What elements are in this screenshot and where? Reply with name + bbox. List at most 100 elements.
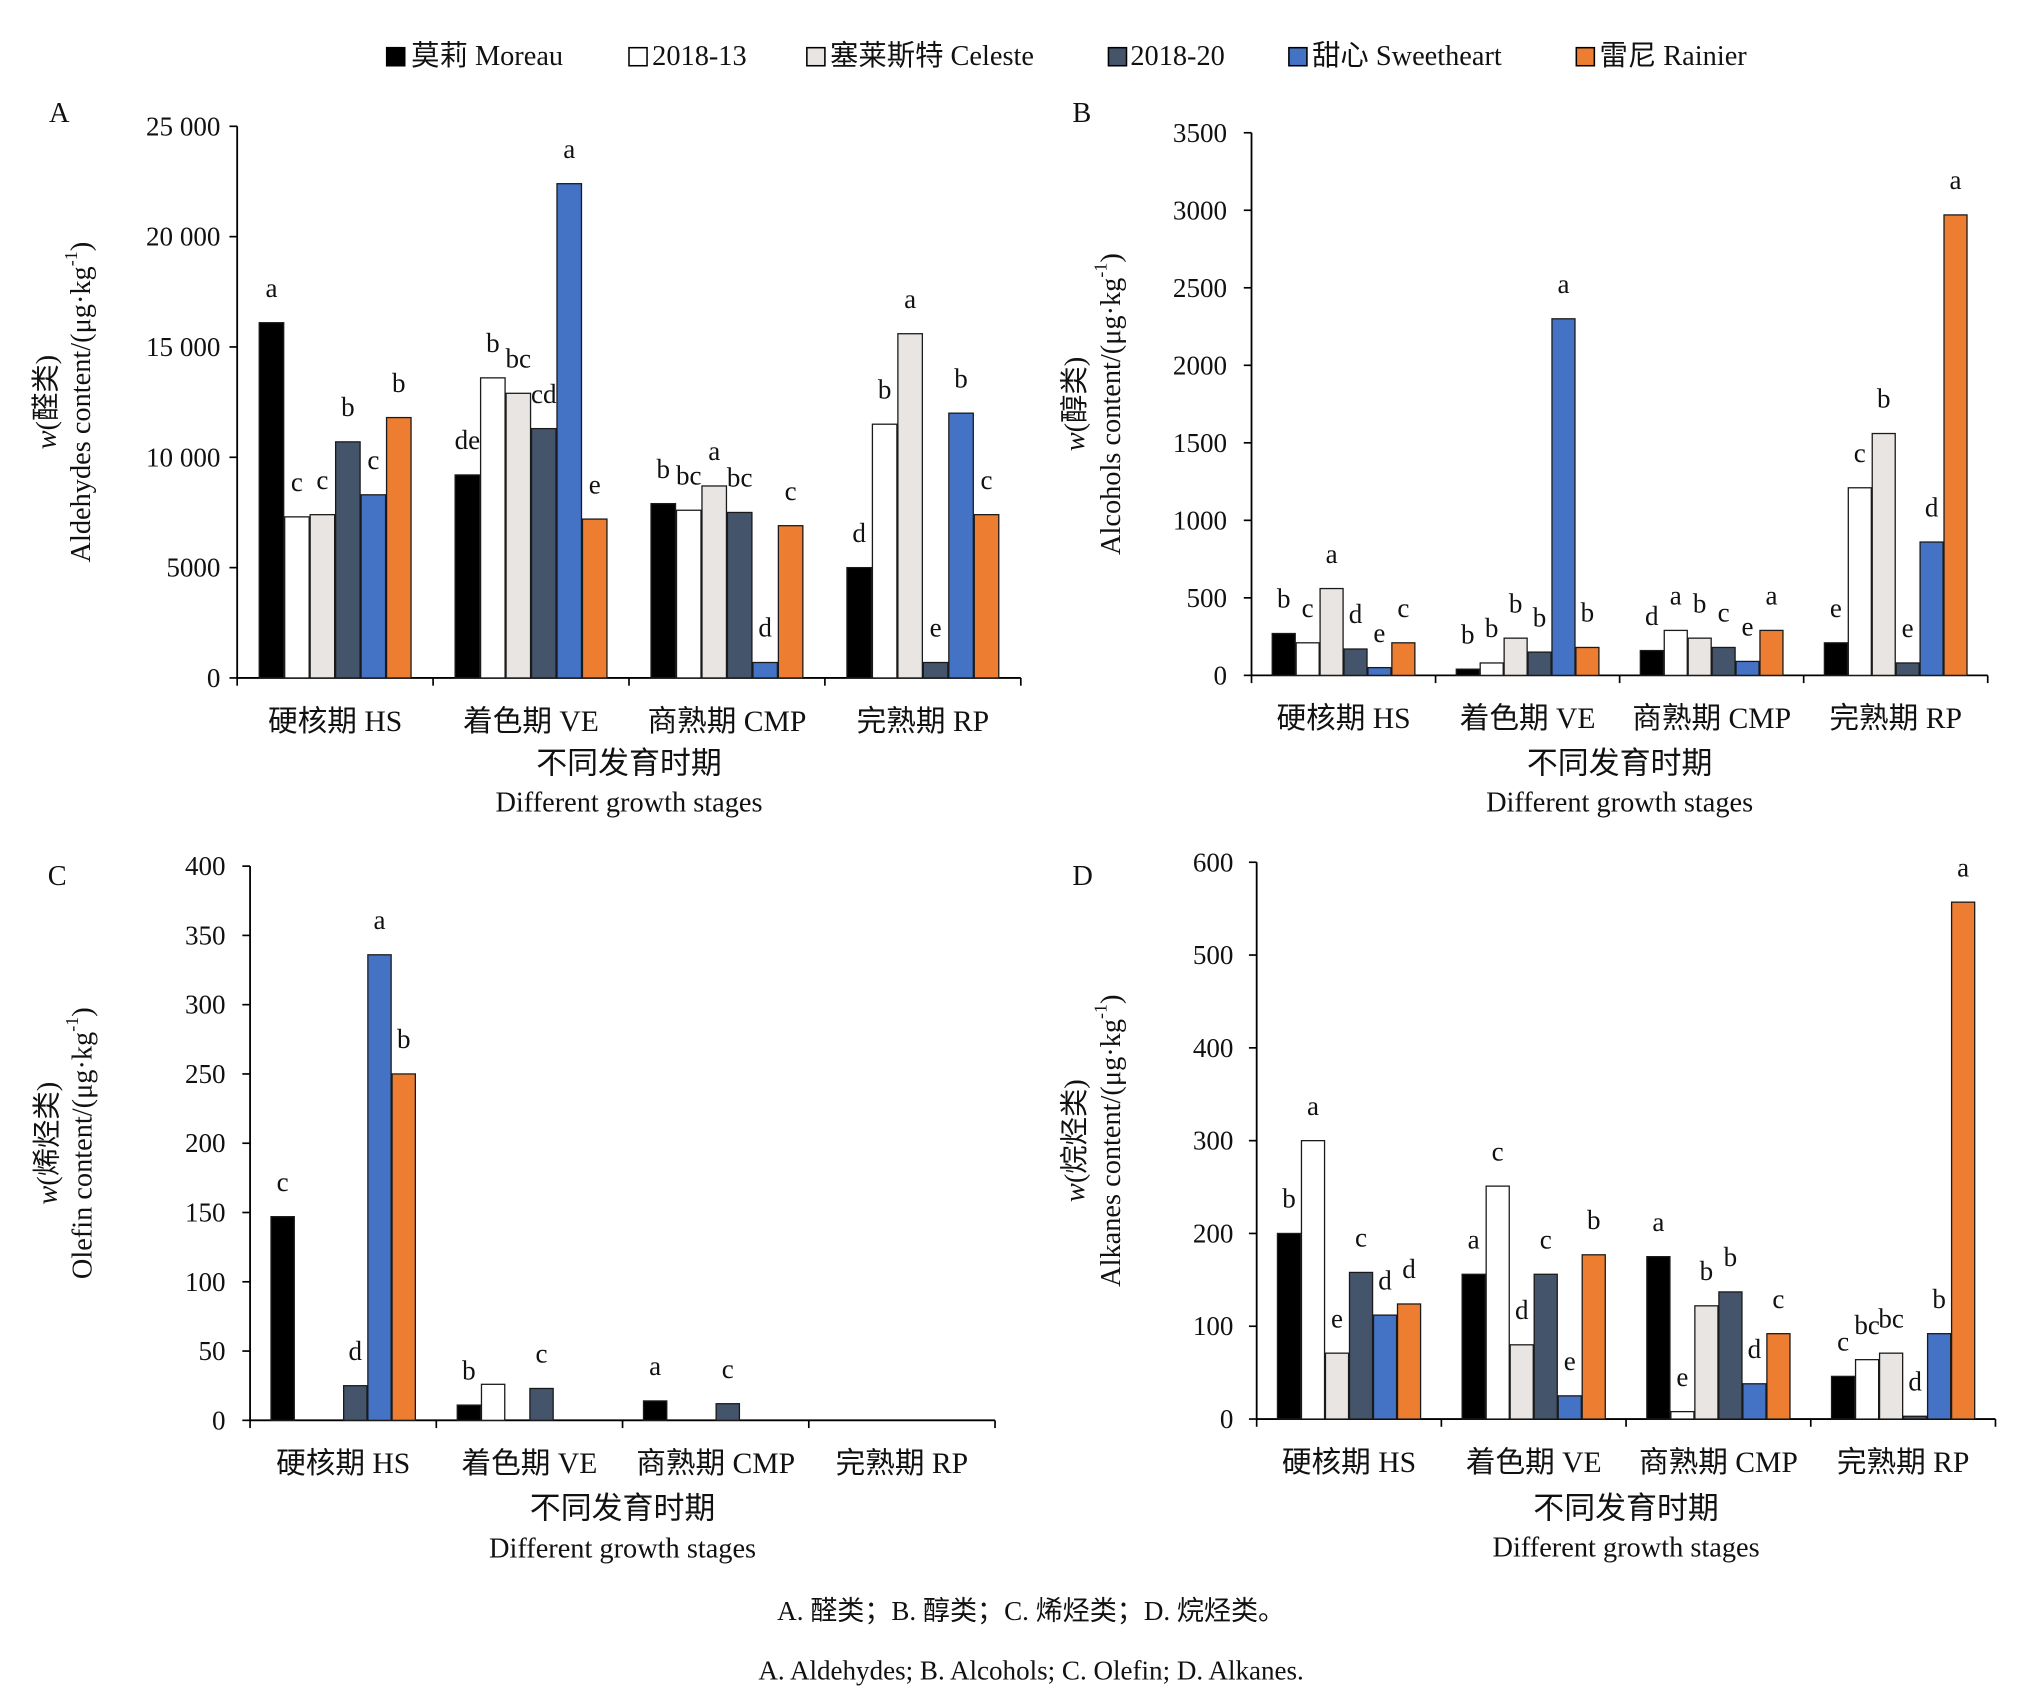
bar-2018-20-2 [1527, 651, 1552, 677]
bar-2018-13-3 [1670, 1410, 1695, 1420]
significance-letter: b [1533, 602, 1547, 632]
y-tick-label: 350 [185, 920, 226, 950]
legend-swatch-2018-20 [1107, 46, 1128, 67]
bar-sweetheart-1 [1372, 1314, 1398, 1420]
y-axis-title-en: Olefin content/(μg·kg-1) [62, 1007, 98, 1279]
significance-letter: a [1326, 539, 1338, 569]
significance-letter: b [1724, 1242, 1738, 1272]
y-axis-title-en: Aldehydes content/(μg·kg-1) [61, 242, 97, 563]
significance-letter: c [722, 1354, 734, 1384]
significance-letter: b [1587, 1205, 1601, 1235]
y-axis-title-unit-exponent: -1 [62, 1017, 82, 1032]
y-tick-label: 0 [212, 1405, 226, 1435]
bar-sweetheart-4 [948, 412, 974, 679]
x-axis-title-en: Different growth stages [489, 1534, 756, 1565]
significance-letter: c [1492, 1136, 1504, 1166]
x-category-label: 商熟期 CMP [1639, 1446, 1798, 1479]
bar-2018-20-2 [1533, 1273, 1558, 1420]
x-category-label: 硬核期 HS [1276, 702, 1410, 735]
y-tick-label: 3000 [1173, 195, 1227, 225]
y-tick-label: 600 [1193, 847, 1234, 877]
bar-celeste-4 [897, 333, 924, 679]
bar-2018-13-1 [1300, 1140, 1326, 1420]
significance-letter: e [1564, 1346, 1576, 1376]
bar-rainier-3 [777, 525, 804, 679]
legend-swatch-moreau [385, 46, 406, 67]
significance-letter: d [1402, 1254, 1416, 1284]
significance-letter: a [1652, 1207, 1664, 1237]
y-axis-title-en: Alcohols content/(μg·kg-1) [1091, 253, 1127, 555]
x-category-label: 硬核期 HS [1282, 1446, 1416, 1479]
bar-2018-13-4 [1854, 1359, 1880, 1420]
bar-rainier-3 [1759, 629, 1784, 677]
y-axis-title-zh-text: (烷烃类) [1058, 1079, 1090, 1183]
significance-letter: e [1742, 612, 1754, 642]
bar-sweetheart-2 [556, 183, 583, 679]
significance-letter: a [1957, 852, 1969, 882]
significance-letter: b [1700, 1256, 1714, 1286]
x-category-label: 商熟期 CMP [1632, 702, 1791, 735]
legend-label-2018-13: 2018-13 [652, 41, 746, 72]
y-tick-label: 5000 [166, 553, 220, 583]
bar-celeste-1 [1319, 587, 1344, 677]
bar-celeste-4 [1871, 432, 1896, 677]
significance-letter: b [1581, 598, 1595, 628]
bar-sweetheart-1 [1367, 666, 1392, 677]
x-axis-title-zh: 不同发育时期 [536, 746, 722, 781]
significance-letter: d [852, 518, 866, 548]
significance-letter: d [1349, 599, 1363, 629]
bar-celeste-1 [1324, 1352, 1350, 1420]
significance-letter: c [536, 1339, 548, 1369]
significance-letter: c [277, 1167, 289, 1197]
significance-letter: e [1331, 1303, 1343, 1333]
x-category-label: 着色期 VE [1466, 1446, 1602, 1479]
bar-sweetheart-4 [1919, 541, 1944, 677]
bar-sweetheart-1 [367, 954, 392, 1421]
bar-rainier-3 [1766, 1333, 1791, 1420]
bar-moreau-2 [456, 1404, 482, 1421]
significance-letter: a [1307, 1091, 1319, 1121]
significance-letter: c [291, 467, 303, 497]
y-tick-label: 25 000 [146, 111, 220, 141]
bar-moreau-3 [650, 502, 677, 679]
panel-letter: D [1072, 861, 1092, 892]
panel-c: C 0 50 100 150 200 250 300 350 400 c b a d c c a b 硬核期 HS 着… [31, 851, 996, 1565]
significance-letter: b [392, 368, 406, 398]
y-tick-label: 150 [185, 1198, 226, 1228]
significance-letter: d [1925, 492, 1939, 522]
y-tick-label: 100 [185, 1267, 226, 1297]
bar-celeste-3 [1687, 637, 1712, 677]
bar-moreau-1 [1271, 632, 1296, 677]
y-axis-title-zh: w(醇类) [1058, 357, 1090, 451]
x-axis-title-en: Different growth stages [1486, 787, 1753, 818]
bar-moreau-3 [642, 1400, 668, 1421]
y-tick-label: 1500 [1173, 428, 1227, 458]
bar-celeste-1 [309, 514, 336, 679]
x-category-label: 着色期 VE [1460, 702, 1596, 735]
x-category-label: 完熟期 RP [857, 705, 990, 738]
y-axis-title-variable: w [31, 430, 62, 449]
bar-2018-20-4 [1895, 662, 1920, 677]
legend-item-rainier: 雷尼 Rainier [1575, 41, 1747, 72]
significance-letter: bc [727, 463, 753, 493]
x-category-label: 商熟期 CMP [648, 705, 807, 738]
bar-2018-20-4 [922, 661, 949, 679]
significance-letter: c [367, 445, 379, 475]
significance-letter: b [397, 1024, 411, 1054]
y-axis-title-zh: w(醛类) [30, 355, 62, 449]
bar-series-group: c b a d c c a b [270, 905, 741, 1421]
y-tick-label: 100 [1193, 1311, 1234, 1341]
bar-rainier-1 [1396, 1303, 1422, 1420]
significance-letter: e [1902, 613, 1914, 643]
bar-moreau-1 [1276, 1232, 1302, 1420]
bar-2018-13-4 [871, 423, 898, 679]
bar-sweetheart-1 [360, 494, 387, 679]
bar-2018-13-2 [1485, 1185, 1510, 1420]
legend-label-moreau: 莫莉 Moreau [411, 40, 563, 72]
bar-2018-13-3 [675, 509, 702, 679]
significance-letter: e [930, 613, 942, 643]
